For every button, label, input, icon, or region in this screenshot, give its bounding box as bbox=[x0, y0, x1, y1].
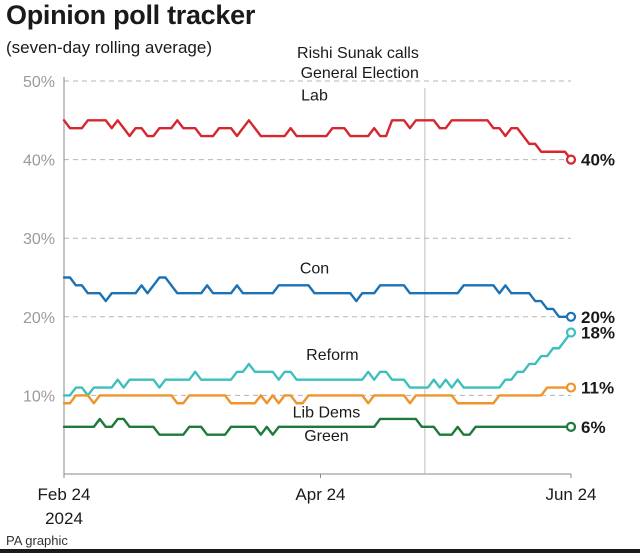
axis-layer: 10% 20% 30% 40% 50% Feb 24 2024 Apr 24 Jun 24 bbox=[23, 74, 597, 528]
end-marker-lib-dems bbox=[565, 382, 577, 393]
election-call-annotation: General Election bbox=[301, 65, 419, 82]
series-name-label: Reform bbox=[306, 347, 358, 364]
series-name-label: Lab bbox=[301, 88, 328, 105]
end-value-label: 18% bbox=[581, 324, 615, 343]
x-tick-label: Apr 24 bbox=[295, 485, 345, 504]
end-value-label: 6% bbox=[581, 418, 606, 437]
series-line-con bbox=[62, 276, 573, 318]
y-tick-label: 50% bbox=[23, 74, 55, 91]
series-line-green bbox=[62, 417, 573, 436]
y-tick-label: 20% bbox=[23, 310, 55, 327]
end-value-label: 20% bbox=[581, 308, 615, 327]
election-call-annotation: Rishi Sunak calls bbox=[297, 45, 419, 62]
series-name-label: Green bbox=[304, 428, 348, 445]
series-layer bbox=[62, 119, 573, 436]
series-line-lib-dems bbox=[62, 386, 573, 405]
bottom-rule bbox=[0, 549, 640, 553]
x-tick-label: Jun 24 bbox=[545, 485, 596, 504]
label-layer: 40% Lab 20% Con 18% Reform 11% Lib Dems 6% Green bbox=[293, 88, 615, 445]
chart-title: Opinion poll tracker bbox=[6, 0, 256, 30]
end-value-label: 11% bbox=[581, 379, 614, 398]
end-value-label: 40% bbox=[581, 151, 615, 170]
y-tick-label: 40% bbox=[23, 153, 55, 170]
series-line-lab bbox=[62, 119, 573, 161]
series-line-reform bbox=[62, 331, 573, 397]
x-tick-label: 2024 bbox=[45, 509, 83, 528]
source-credit: PA graphic bbox=[6, 533, 68, 548]
end-marker-con bbox=[565, 311, 577, 322]
y-tick-label: 30% bbox=[23, 231, 55, 248]
end-marker-green bbox=[565, 421, 577, 432]
end-marker-lab bbox=[565, 154, 577, 165]
series-name-label: Con bbox=[300, 261, 329, 278]
annotation-layer: Rishi Sunak calls General Election bbox=[297, 45, 426, 474]
x-tick-label: Feb 24 bbox=[38, 485, 91, 504]
y-tick-label: 10% bbox=[23, 388, 55, 405]
chart-subtitle: (seven-day rolling average) bbox=[6, 38, 212, 57]
series-name-label: Lib Dems bbox=[293, 404, 361, 421]
end-marker-reform bbox=[565, 327, 577, 338]
